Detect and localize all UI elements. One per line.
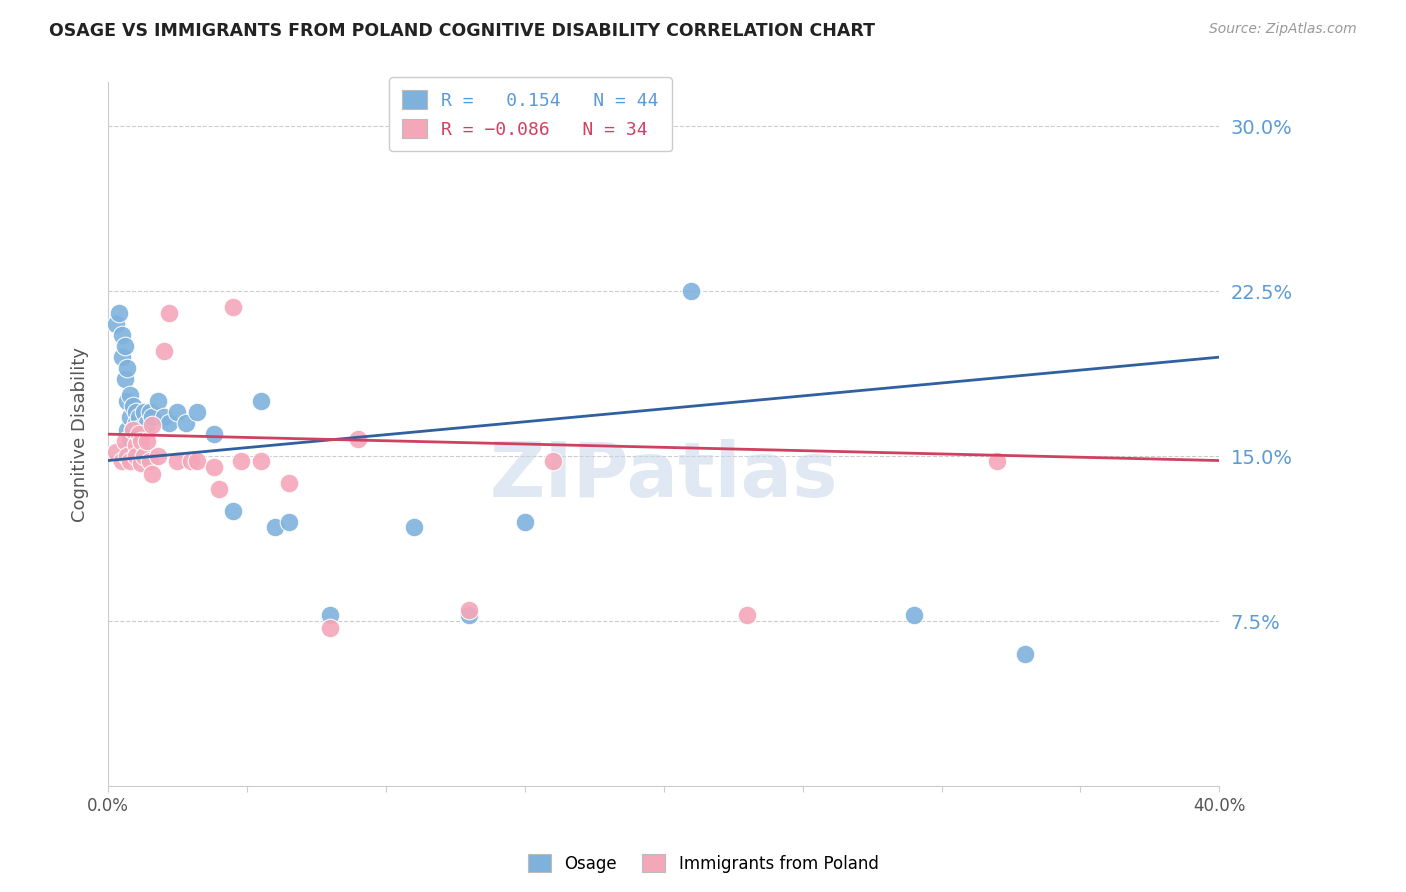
Point [120,432,142,446]
Legend: Osage, Immigrants from Poland: Osage, Immigrants from Poland [520,847,886,880]
Point [166,453,188,467]
Point [202,427,225,442]
Text: OSAGE VS IMMIGRANTS FROM POLAND COGNITIVE DISABILITY CORRELATION CHART: OSAGE VS IMMIGRANTS FROM POLAND COGNITIV… [49,22,875,40]
Point [347,432,370,446]
Point [681,284,703,298]
Point [114,372,136,386]
Point [146,449,169,463]
Point [111,328,134,343]
Point [131,420,153,434]
Point [141,409,163,424]
Point [114,339,136,353]
Point [131,434,153,448]
Point [263,519,285,533]
Point [125,405,148,419]
Point [131,456,153,470]
Point [122,399,145,413]
Point [117,361,139,376]
Legend: R =   0.154   N = 44, R = −0.086   N = 34: R = 0.154 N = 44, R = −0.086 N = 34 [389,77,672,151]
Point [125,449,148,463]
Point [138,453,160,467]
Point [222,504,245,518]
Point [135,416,157,430]
Point [135,434,157,448]
Point [146,394,169,409]
Point [222,300,245,314]
Point [986,453,1008,467]
Point [125,438,148,452]
Point [319,621,342,635]
Point [402,519,425,533]
Point [277,475,299,490]
Point [202,460,225,475]
Point [152,343,174,358]
Point [186,453,208,467]
Point [319,607,342,622]
Point [131,444,153,458]
Text: Source: ZipAtlas.com: Source: ZipAtlas.com [1209,22,1357,37]
Point [180,453,202,467]
Point [166,405,188,419]
Point [157,416,180,430]
Point [132,449,155,463]
Point [735,607,758,622]
Point [117,449,139,463]
Point [117,423,139,437]
Point [541,453,564,467]
Point [157,306,180,320]
Point [120,387,142,401]
Y-axis label: Cognitive Disability: Cognitive Disability [72,347,89,522]
Text: ZIPatlas: ZIPatlas [489,440,838,514]
Point [231,453,253,467]
Point [132,405,155,419]
Point [122,423,145,437]
Point [111,350,134,364]
Point [141,467,163,481]
Point [141,418,163,433]
Point [114,434,136,448]
Point [277,515,299,529]
Point [458,607,481,622]
Point [111,453,134,467]
Point [249,394,271,409]
Point [128,427,150,442]
Point [128,409,150,424]
Point [125,442,148,457]
Point [1014,647,1036,661]
Point [152,409,174,424]
Point [125,432,148,446]
Point [249,453,271,467]
Point [105,317,128,331]
Point [513,515,536,529]
Point [122,423,145,437]
Point [186,405,208,419]
Point [120,453,142,467]
Point [120,409,142,424]
Point [128,434,150,448]
Point [125,416,148,430]
Point [208,482,231,496]
Point [174,416,197,430]
Point [117,394,139,409]
Point [458,603,481,617]
Point [138,405,160,419]
Point [105,444,128,458]
Point [108,306,131,320]
Point [903,607,925,622]
